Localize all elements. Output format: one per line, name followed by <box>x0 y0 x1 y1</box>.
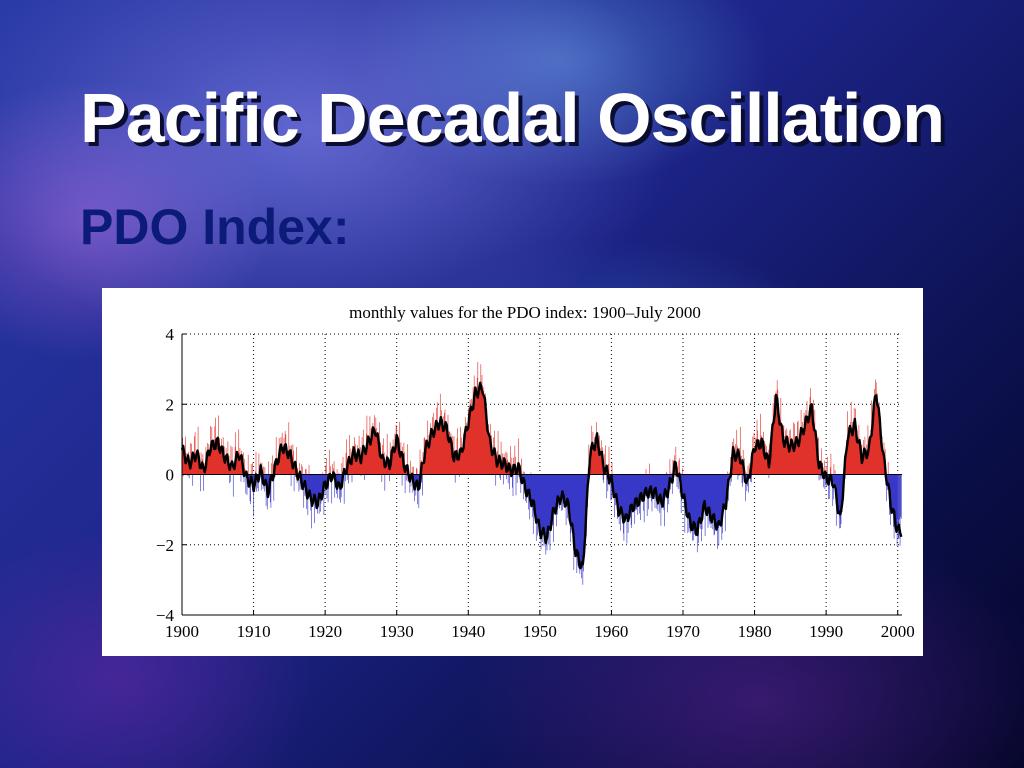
y-tick-label-2: 0 <box>166 466 175 485</box>
y-tick-label-3: −2 <box>156 536 174 555</box>
pdo-chart-svg: monthly values for the PDO index: 1900–J… <box>156 303 915 641</box>
x-tick-label-2000: 2000 <box>881 622 915 641</box>
x-tick-label-1940: 1940 <box>451 622 485 641</box>
x-tick-label-1930: 1930 <box>380 622 414 641</box>
x-tick-label-1920: 1920 <box>308 622 342 641</box>
slide-title: Pacific Decadal Oscillation <box>80 79 945 157</box>
x-tick-label-1900: 1900 <box>165 622 199 641</box>
pdo-chart: monthly values for the PDO index: 1900–J… <box>102 288 923 656</box>
x-tick-label-1980: 1980 <box>738 622 772 641</box>
x-tick-label-1990: 1990 <box>809 622 843 641</box>
monthly-negative-spikes <box>182 474 902 585</box>
x-tick-label-1950: 1950 <box>523 622 557 641</box>
chart-title: monthly values for the PDO index: 1900–J… <box>349 303 701 322</box>
x-tick-label-1910: 1910 <box>237 622 271 641</box>
smoothed-pdo-line <box>180 381 903 570</box>
y-tick-label-0: 4 <box>166 325 175 344</box>
y-tick-label-4: −4 <box>156 606 175 625</box>
x-tick-label-1970: 1970 <box>666 622 700 641</box>
y-tick-label-1: 2 <box>166 395 175 414</box>
slide-subtitle: PDO Index: <box>80 199 350 255</box>
x-tick-label-1960: 1960 <box>594 622 628 641</box>
